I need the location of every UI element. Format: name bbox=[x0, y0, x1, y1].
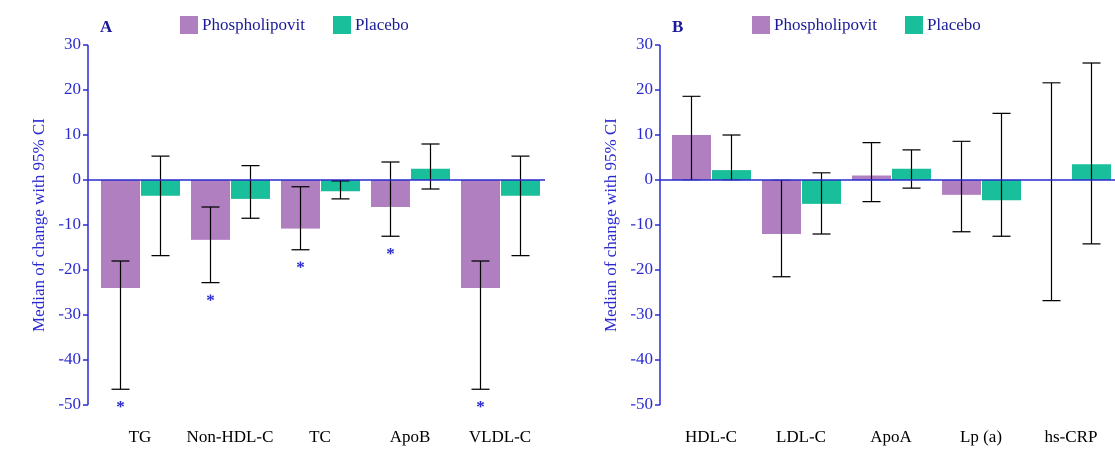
significance-mark: * bbox=[296, 258, 305, 277]
y-tick-label: -30 bbox=[630, 304, 653, 323]
y-tick-label: 20 bbox=[636, 79, 653, 98]
y-tick-label: -10 bbox=[58, 214, 81, 233]
x-tick-label: TC bbox=[309, 427, 331, 446]
legend-label: Phospholipovit bbox=[202, 15, 305, 34]
y-tick-label: -10 bbox=[630, 214, 653, 233]
significance-mark: * bbox=[476, 397, 485, 416]
y-axis-label: Median of change with 95% CI bbox=[29, 118, 48, 332]
x-tick-label: HDL-C bbox=[685, 427, 737, 446]
y-tick-label: -50 bbox=[630, 394, 653, 413]
y-tick-label: -20 bbox=[58, 259, 81, 278]
legend-swatch bbox=[332, 16, 351, 34]
legend-label: Placebo bbox=[927, 15, 981, 34]
y-tick-label: 10 bbox=[636, 124, 653, 143]
y-tick-label: 30 bbox=[636, 34, 653, 53]
y-tick-label: -50 bbox=[58, 394, 81, 413]
y-tick-label: -40 bbox=[58, 349, 81, 368]
y-tick-label: 20 bbox=[64, 79, 81, 98]
legend-swatch bbox=[180, 16, 198, 34]
legend-label: Placebo bbox=[355, 15, 409, 34]
y-tick-label: -20 bbox=[630, 259, 653, 278]
x-tick-label: Non-HDL-C bbox=[187, 427, 274, 446]
y-axis-label: Median of change with 95% CI bbox=[601, 118, 620, 332]
x-tick-label: hs-CRP bbox=[1045, 427, 1098, 446]
panel-label: B bbox=[672, 17, 683, 36]
x-tick-label: ApoA bbox=[870, 427, 912, 446]
legend-label: Phospholipovit bbox=[774, 15, 877, 34]
y-tick-label: 0 bbox=[73, 169, 82, 188]
significance-mark: * bbox=[116, 397, 125, 416]
y-tick-label: 10 bbox=[64, 124, 81, 143]
y-tick-label: -30 bbox=[58, 304, 81, 323]
legend-swatch bbox=[752, 16, 770, 34]
y-tick-label: 0 bbox=[645, 169, 654, 188]
x-tick-label: TG bbox=[129, 427, 152, 446]
x-tick-label: LDL-C bbox=[776, 427, 826, 446]
y-tick-label: 30 bbox=[64, 34, 81, 53]
x-tick-label: ApoB bbox=[390, 427, 431, 446]
significance-mark: * bbox=[206, 291, 215, 310]
panel-label: A bbox=[100, 17, 113, 36]
x-tick-label: Lp (a) bbox=[960, 427, 1002, 446]
x-tick-label: VLDL-C bbox=[469, 427, 531, 446]
significance-mark: * bbox=[386, 244, 395, 263]
legend-swatch bbox=[904, 16, 923, 34]
y-tick-label: -40 bbox=[630, 349, 653, 368]
